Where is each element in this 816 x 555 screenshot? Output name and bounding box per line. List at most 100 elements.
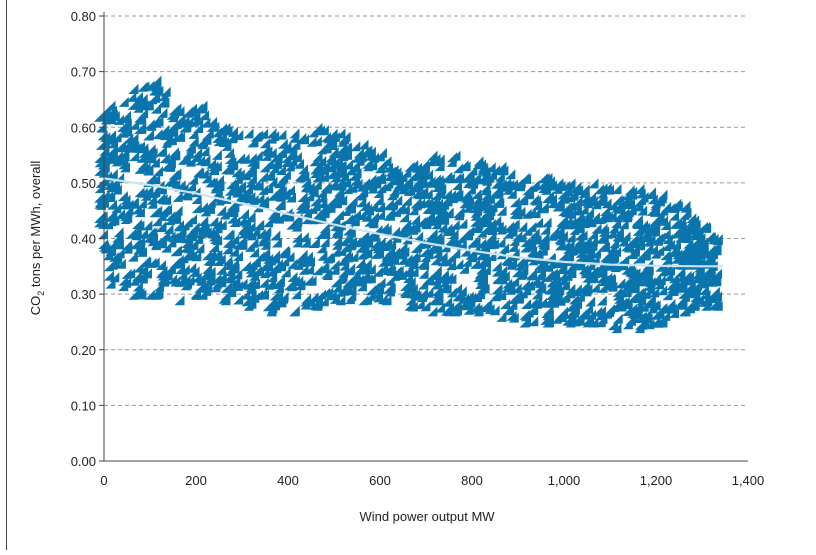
data-point [403, 281, 414, 292]
data-point [399, 286, 410, 297]
data-point [478, 195, 489, 206]
data-point [276, 297, 287, 308]
data-point [211, 278, 222, 289]
data-point [581, 267, 592, 278]
data-point [676, 224, 687, 235]
data-point [236, 190, 247, 201]
data-point [267, 176, 278, 187]
data-point [191, 289, 202, 300]
y-axis-title-post: tons per MWh, overall [28, 161, 43, 291]
data-point [667, 283, 678, 294]
data-point [157, 107, 168, 118]
data-point [442, 226, 453, 237]
data-point [175, 232, 186, 243]
data-point [601, 198, 612, 209]
data-point [292, 237, 303, 248]
data-point [382, 265, 393, 276]
data-point [465, 249, 476, 260]
data-point [460, 172, 471, 183]
data-point [526, 221, 537, 232]
data-point [161, 242, 172, 253]
data-point [118, 199, 129, 210]
data-point [131, 271, 142, 282]
data-point [147, 227, 158, 238]
data-point-outlier [689, 300, 700, 311]
x-tick-label-3: 600 [369, 473, 391, 488]
data-point [470, 258, 481, 269]
data-point-edge-low [565, 317, 576, 328]
data-point [632, 232, 643, 243]
x-tick-labels: 0 200 400 600 800 1,000 1,200 1,400 [100, 473, 764, 488]
data-point-edge-low [588, 317, 599, 328]
data-point [156, 221, 167, 232]
data-point [97, 130, 108, 141]
data-point [188, 128, 199, 139]
data-point [386, 252, 397, 263]
data-point [638, 266, 649, 277]
data-point-edge-high [94, 111, 105, 122]
data-point [480, 185, 491, 196]
data-point [350, 162, 361, 173]
data-point [336, 161, 347, 172]
data-point [401, 267, 412, 278]
data-point [585, 296, 596, 307]
data-point [649, 204, 660, 215]
data-point [615, 208, 626, 219]
data-point [407, 283, 418, 294]
data-point [704, 231, 715, 242]
data-point [453, 189, 464, 200]
data-point [354, 276, 365, 287]
data-point [547, 276, 558, 287]
data-point [333, 210, 344, 221]
data-point [164, 153, 175, 164]
data-point [469, 199, 480, 210]
data-point [173, 221, 184, 232]
data-point [276, 261, 287, 272]
data-point [280, 267, 291, 278]
data-point [161, 194, 172, 205]
data-point [216, 205, 227, 216]
data-point [409, 289, 420, 300]
data-point [285, 185, 296, 196]
data-point [107, 146, 118, 157]
data-point [287, 258, 298, 269]
data-point [329, 293, 340, 304]
data-point [356, 190, 367, 201]
data-point [160, 161, 171, 172]
data-point [294, 171, 305, 182]
data-point [329, 264, 340, 275]
data-point [493, 177, 504, 188]
data-point [562, 216, 573, 227]
data-point [114, 114, 125, 125]
data-point [253, 180, 264, 191]
data-point [705, 244, 716, 255]
data-point [142, 220, 153, 231]
data-point [606, 228, 617, 239]
data-point [549, 291, 560, 302]
data-point [158, 207, 169, 218]
data-point [153, 166, 164, 177]
data-point [480, 171, 491, 182]
data-point [129, 151, 140, 162]
data-point [657, 285, 668, 296]
data-point [169, 147, 180, 158]
data-point [557, 230, 568, 241]
data-point [529, 194, 540, 205]
data-point [446, 260, 457, 271]
data-point [135, 236, 146, 247]
x-tick-label-7: 1,400 [732, 473, 765, 488]
data-point [517, 288, 528, 299]
data-point [534, 260, 545, 271]
data-point [478, 200, 489, 211]
data-point [356, 210, 367, 221]
data-point [225, 273, 236, 284]
data-point [344, 294, 355, 305]
x-tick-label-6: 1,200 [640, 473, 673, 488]
data-point [198, 216, 209, 227]
data-point [206, 121, 217, 132]
data-point [219, 209, 230, 220]
data-point [334, 273, 345, 284]
data-point [297, 192, 308, 203]
data-point [136, 198, 147, 209]
data-point [438, 269, 449, 280]
